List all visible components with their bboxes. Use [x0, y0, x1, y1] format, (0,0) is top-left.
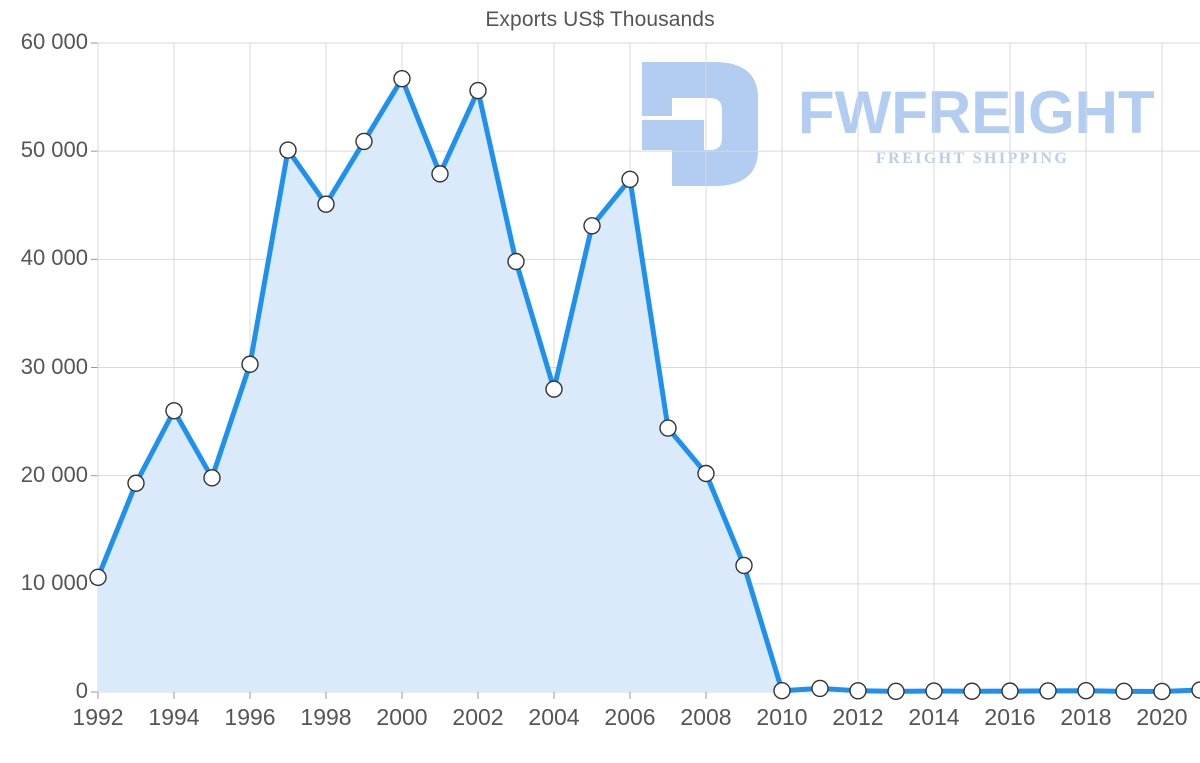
x-axis-tick-label: 2006 [604, 704, 656, 730]
data-point-marker[interactable] [963, 682, 981, 700]
chart-title: Exports US$ Thousands [485, 8, 715, 31]
y-axis-tick-label: 40 000 [20, 245, 88, 271]
data-point-marker[interactable] [469, 81, 487, 100]
x-axis-tick-label: 1996 [224, 704, 276, 730]
x-axis-tick-label: 2004 [528, 704, 580, 730]
data-point-marker[interactable] [431, 165, 449, 183]
series-area [98, 78, 1200, 692]
data-point-marker[interactable] [1115, 682, 1133, 701]
x-axis-tick-label: 2008 [680, 704, 732, 730]
area-fill [98, 78, 1200, 692]
data-point-marker[interactable] [925, 682, 943, 700]
data-point-marker[interactable] [811, 679, 829, 698]
data-point-marker[interactable] [545, 380, 563, 398]
data-point-marker[interactable] [1077, 682, 1095, 700]
data-point-marker[interactable] [1001, 682, 1019, 700]
data-point-marker[interactable] [241, 355, 259, 373]
y-axis-tick-label: 30 000 [20, 353, 88, 379]
data-point-marker[interactable] [659, 419, 677, 437]
data-point-marker[interactable] [1039, 682, 1057, 700]
data-point-marker[interactable] [507, 252, 525, 271]
data-point-marker[interactable] [165, 402, 183, 420]
data-point-marker[interactable] [203, 469, 221, 487]
x-axis-tick-label: 2020 [1136, 704, 1188, 730]
x-axis-tick-label: 2000 [376, 704, 428, 730]
data-point-marker[interactable] [393, 69, 411, 88]
y-axis-tick-label: 10 000 [20, 569, 88, 595]
data-point-marker[interactable] [1191, 681, 1200, 699]
data-point-marker[interactable] [773, 682, 791, 700]
data-point-marker[interactable] [317, 195, 335, 213]
x-axis-tick-label: 1998 [300, 704, 352, 730]
data-markers [89, 69, 1200, 701]
data-point-marker[interactable] [849, 682, 867, 700]
x-axis-tick-label: 2014 [908, 704, 960, 730]
data-point-marker[interactable] [279, 141, 297, 159]
x-axis-tick-label: 2018 [1060, 704, 1112, 730]
y-axis-tick-label: 50 000 [20, 137, 88, 163]
y-axis-tick-label: 0 [75, 678, 88, 703]
data-point-marker[interactable] [735, 556, 753, 575]
x-axis-tick-label: 2016 [984, 704, 1036, 730]
data-point-marker[interactable] [887, 682, 905, 701]
y-axis-tick-label: 60 000 [20, 29, 88, 54]
data-point-marker[interactable] [697, 464, 715, 483]
data-point-marker[interactable] [89, 568, 107, 587]
data-point-marker[interactable] [621, 170, 639, 188]
data-point-marker[interactable] [1153, 682, 1171, 701]
y-axis-tick-label: 20 000 [20, 461, 88, 487]
data-point-marker[interactable] [355, 132, 373, 151]
x-axis-tick-label: 2010 [756, 704, 808, 730]
x-axis-tick-label: 2012 [832, 704, 884, 730]
x-axis-tick-label: 1994 [148, 704, 200, 730]
x-axis-tick-label: 1992 [72, 704, 124, 730]
data-point-marker[interactable] [127, 474, 145, 492]
data-point-marker[interactable] [583, 217, 601, 235]
x-axis-tick-label: 2002 [452, 704, 504, 730]
